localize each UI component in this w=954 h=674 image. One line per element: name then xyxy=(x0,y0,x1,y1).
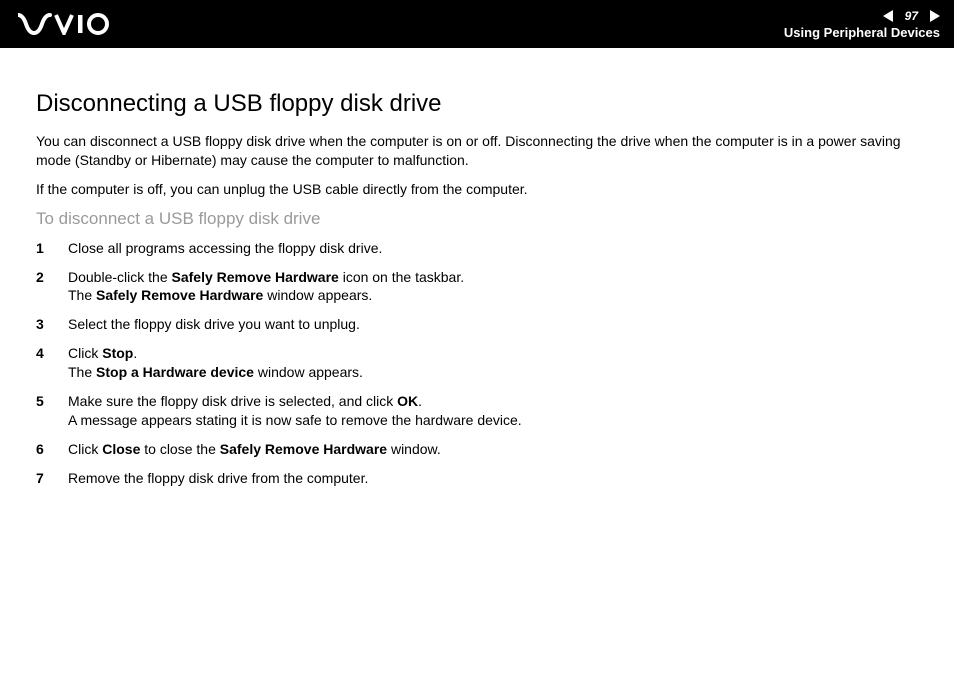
step-text: . xyxy=(133,345,137,361)
step-text: Make sure the floppy disk drive is selec… xyxy=(68,393,397,409)
step-text: The xyxy=(68,287,96,303)
step-text: Close all programs accessing the floppy … xyxy=(68,240,382,256)
page-content: Disconnecting a USB floppy disk drive Yo… xyxy=(0,48,954,488)
step-text: A message appears stating it is now safe… xyxy=(68,412,522,428)
bold-term: Close xyxy=(102,441,140,457)
bold-term: Safely Remove Hardware xyxy=(172,269,339,285)
header-right: 97 Using Peripheral Devices xyxy=(784,9,940,40)
step-text: . xyxy=(418,393,422,409)
step-text: window appears. xyxy=(254,364,363,380)
step-item: Close all programs accessing the floppy … xyxy=(36,239,918,258)
step-item: Remove the floppy disk drive from the co… xyxy=(36,469,918,488)
bold-term: Stop xyxy=(102,345,133,361)
step-item: Double-click the Safely Remove Hardware … xyxy=(36,268,918,306)
step-item: Make sure the floppy disk drive is selec… xyxy=(36,392,918,430)
page-number: 97 xyxy=(905,9,918,23)
page-header: 97 Using Peripheral Devices xyxy=(0,0,954,48)
bold-term: Stop a Hardware device xyxy=(96,364,254,380)
procedure-heading: To disconnect a USB floppy disk drive xyxy=(36,209,918,229)
step-text: Remove the floppy disk drive from the co… xyxy=(68,470,368,486)
page-title: Disconnecting a USB floppy disk drive xyxy=(36,90,918,118)
step-text: icon on the taskbar. xyxy=(339,269,464,285)
bold-term: Safely Remove Hardware xyxy=(96,287,263,303)
step-text: The xyxy=(68,364,96,380)
step-item: Click Close to close the Safely Remove H… xyxy=(36,440,918,459)
page-nav: 97 xyxy=(883,9,940,23)
prev-page-arrow-icon[interactable] xyxy=(883,10,899,22)
section-label: Using Peripheral Devices xyxy=(784,25,940,40)
bold-term: OK xyxy=(397,393,418,409)
step-text: Select the floppy disk drive you want to… xyxy=(68,316,360,332)
step-text: window. xyxy=(387,441,441,457)
step-text: window appears. xyxy=(263,287,372,303)
next-page-arrow-icon[interactable] xyxy=(924,10,940,22)
vaio-logo xyxy=(18,13,114,35)
procedure-steps: Close all programs accessing the floppy … xyxy=(36,239,918,488)
bold-term: Safely Remove Hardware xyxy=(220,441,387,457)
intro-paragraph-2: If the computer is off, you can unplug t… xyxy=(36,180,918,199)
step-text: to close the xyxy=(140,441,219,457)
step-text: Double-click the xyxy=(68,269,172,285)
step-item: Select the floppy disk drive you want to… xyxy=(36,315,918,334)
intro-paragraph-1: You can disconnect a USB floppy disk dri… xyxy=(36,132,918,170)
step-text: Click xyxy=(68,345,102,361)
step-text: Click xyxy=(68,441,102,457)
step-item: Click Stop. The Stop a Hardware device wi… xyxy=(36,344,918,382)
